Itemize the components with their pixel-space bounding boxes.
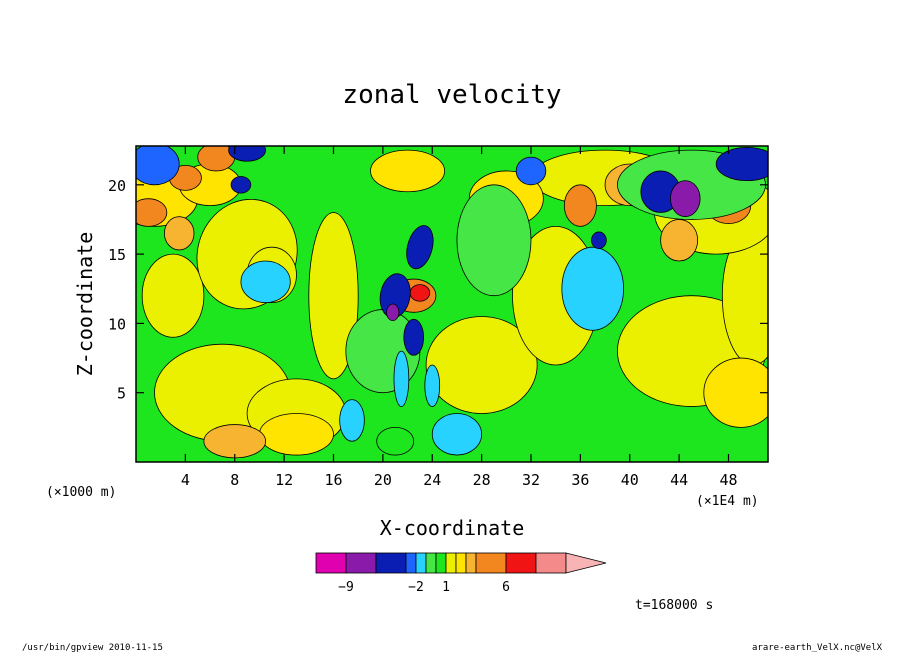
contour-region <box>136 198 168 227</box>
footer-right: arare-earth_VelX.nc@VelX <box>752 643 883 653</box>
colorbar-cell <box>445 552 457 574</box>
contour-region <box>456 184 532 297</box>
chart-title: zonal velocity <box>342 80 561 110</box>
contour-region <box>431 413 483 456</box>
colorbar-cell <box>345 552 377 574</box>
x-tick-label: 32 <box>522 471 540 489</box>
colorbar-cell <box>465 552 477 574</box>
x-tick-label: 20 <box>374 471 392 489</box>
x-tick-label: 8 <box>230 471 239 489</box>
y-tick-label: 10 <box>108 315 126 333</box>
contour-region <box>228 146 267 162</box>
x-tick-label: 16 <box>324 471 342 489</box>
colorbar-labels: −9 −2 1 6 <box>338 580 510 595</box>
contour-region <box>561 246 624 331</box>
contour-region <box>141 253 205 338</box>
contour-region <box>715 146 768 182</box>
contour-field <box>136 146 768 462</box>
contour-region <box>703 357 768 428</box>
contour-region <box>240 260 291 304</box>
contour-region <box>425 316 538 414</box>
colorbar-cell <box>315 552 347 574</box>
colorbar-cell <box>425 552 437 574</box>
x-tick-label: 48 <box>719 471 737 489</box>
colorbar-label: −9 <box>338 580 354 595</box>
x-tick-label: 24 <box>423 471 441 489</box>
time-label: t=168000 s <box>635 598 713 613</box>
colorbar-cell <box>505 552 537 574</box>
colorbar-cell <box>455 552 467 574</box>
x-tick-label: 12 <box>275 471 293 489</box>
y-tick-label: 15 <box>108 246 126 264</box>
contour-region <box>563 184 597 227</box>
colorbar-cell <box>405 552 417 574</box>
colorbar-cell <box>415 552 427 574</box>
x-axis-label: X-coordinate <box>380 516 525 540</box>
x-tick-label: 44 <box>670 471 688 489</box>
y-tick-label: 20 <box>108 177 126 195</box>
contour-region <box>136 146 180 186</box>
colorbar-label: 6 <box>502 580 510 595</box>
colorbar-cell <box>475 552 507 574</box>
footer-left: /usr/bin/gpview 2010-11-15 <box>22 643 163 653</box>
contour-region <box>515 156 547 186</box>
x-tick-label: 28 <box>473 471 491 489</box>
y-axis: 5 10 15 20 <box>108 177 768 403</box>
colorbar-cell <box>535 552 567 574</box>
x-unit-label: (×1E4 m) <box>696 494 759 509</box>
plot-frame <box>135 145 769 463</box>
colorbar-label: −2 <box>408 580 424 595</box>
contour-region <box>403 318 425 356</box>
contour-region <box>670 180 701 218</box>
y-axis-label: Z-coordinate <box>73 232 97 377</box>
y-tick-label: 5 <box>117 385 126 403</box>
contour-region <box>424 364 441 407</box>
y-unit-label: (×1000 m) <box>46 485 116 500</box>
x-tick-label: 36 <box>571 471 589 489</box>
x-tick-label: 4 <box>181 471 190 489</box>
contour-region <box>591 231 607 249</box>
contour-region <box>339 399 365 442</box>
contour-region <box>386 303 400 322</box>
contour-region <box>660 219 699 262</box>
contour-region <box>259 413 334 456</box>
colorbar-extension <box>565 552 607 574</box>
contour-region <box>308 212 359 380</box>
colorbar-label: 1 <box>442 580 450 595</box>
colorbar-cell <box>375 552 407 574</box>
contour-region <box>409 284 431 302</box>
contour-region <box>393 350 410 407</box>
contour-region <box>376 426 415 456</box>
contour-region <box>406 225 434 270</box>
contour-region <box>230 176 252 194</box>
contour-region <box>163 216 195 251</box>
x-axis: 4 8 12 16 20 24 28 32 36 40 44 48 <box>181 146 738 489</box>
x-tick-label: 40 <box>621 471 639 489</box>
colorbar <box>315 552 607 574</box>
contour-region <box>370 149 445 193</box>
contour-region <box>203 424 267 459</box>
colorbar-cell <box>435 552 447 574</box>
